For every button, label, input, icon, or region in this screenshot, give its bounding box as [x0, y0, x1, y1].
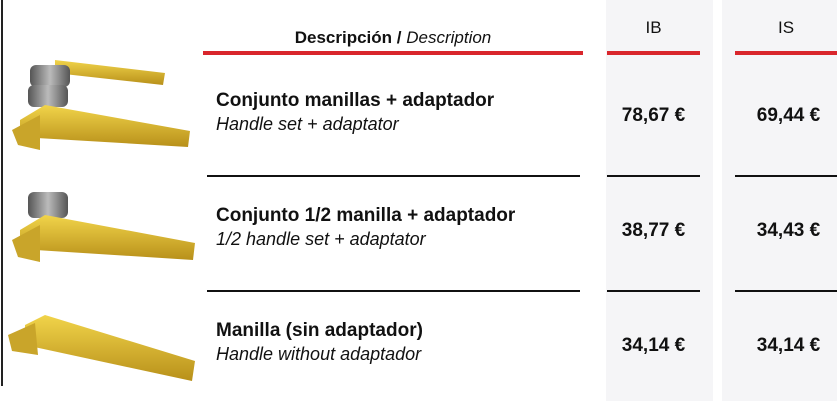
is-header: IS — [777, 18, 795, 37]
ib-price: 78,67 € — [621, 105, 686, 126]
half-handle-image — [12, 192, 195, 262]
ib-header: IB — [645, 18, 662, 37]
row-rule — [607, 175, 700, 177]
header-italic: Description — [406, 28, 492, 47]
product-images — [8, 60, 195, 381]
is-price: 34,14 € — [756, 335, 821, 356]
product-name: Conjunto 1/2 manilla + adaptador — [216, 205, 516, 226]
product-translation: 1/2 handle set + adaptator — [216, 229, 426, 249]
row-rule — [735, 290, 837, 292]
product-name: Manilla (sin adaptador) — [216, 320, 423, 341]
header-rule — [607, 51, 700, 55]
is-price: 69,44 € — [756, 105, 821, 126]
is-price: 34,43 € — [756, 220, 821, 241]
product-translation: Handle set + adaptator — [216, 114, 399, 134]
column-background — [606, 0, 713, 401]
handle-set-image — [12, 60, 190, 150]
row-rule — [207, 175, 580, 177]
header-rule — [735, 51, 837, 55]
description-header: Descripción / Description — [203, 28, 583, 48]
column-background — [722, 0, 837, 401]
row-rule — [207, 290, 580, 292]
row-rule — [607, 290, 700, 292]
product-name: Conjunto manillas + adaptador — [216, 90, 495, 111]
product-translation: Handle without adaptador — [216, 344, 422, 364]
header-rule — [203, 51, 583, 55]
ib-price: 34,14 € — [621, 335, 686, 356]
handle-image — [8, 315, 195, 381]
row-rule — [735, 175, 837, 177]
ib-price: 38,77 € — [621, 220, 686, 241]
left-border — [1, 0, 3, 386]
header-bold: Descripción / — [294, 28, 402, 47]
